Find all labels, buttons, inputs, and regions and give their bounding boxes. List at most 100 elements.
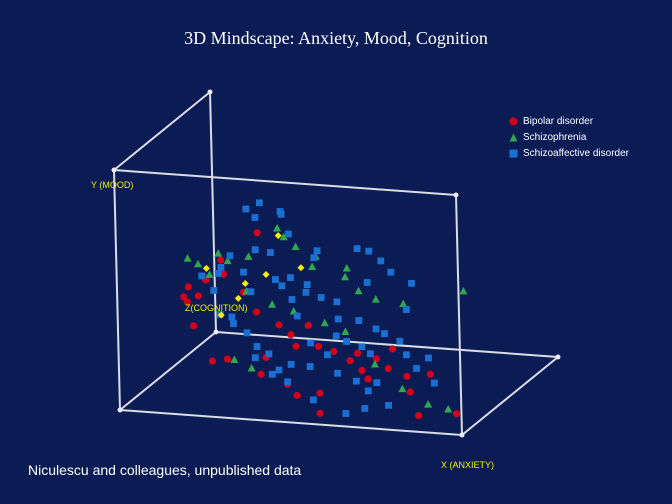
data-point-diamond-3 [234,294,242,302]
data-point-circle-35 [316,409,324,417]
data-point-square-58 [217,263,225,271]
data-point-square-21 [387,268,395,276]
data-point-triangle-15 [342,264,351,272]
data-point-circle-33 [415,412,423,420]
data-point-circle-12 [292,342,300,350]
data-point-square-54 [309,396,317,404]
data-point-triangle-11 [291,242,300,250]
data-point-square-65 [228,313,236,321]
data-point-circle-27 [208,357,217,365]
frame-corner-5 [555,354,561,360]
data-point-diamond-2 [262,270,270,278]
data-point-diamond-0 [202,264,210,272]
data-point-square-12 [334,315,342,323]
z-axis-label: Z(COGNITION) [185,303,248,313]
data-point-square-27 [332,332,340,340]
frame-corner-1 [459,432,465,438]
data-point-square-17 [403,351,410,359]
data-point-square-37 [243,329,251,337]
data-point-circle-4 [194,292,202,300]
data-point-square-56 [268,370,276,378]
frame-corner-6 [207,89,213,95]
data-point-square-47 [313,247,321,255]
data-point-triangle-2 [205,270,214,278]
data-point-square-62 [364,387,372,395]
data-point-circle-21 [403,372,411,380]
data-point-square-42 [255,199,263,207]
legend-label-schizophrenia: Schizophrenia [523,131,587,143]
data-point-square-20 [363,279,371,286]
frame-corner-3 [213,329,219,335]
data-point-square-10 [317,294,325,301]
x-axis-label: X (ANXIETY) [441,460,495,470]
data-point-square-26 [343,338,351,345]
data-point-circle-9 [275,321,283,329]
data-point-circle-15 [346,357,354,365]
data-point-circle-31 [293,391,301,400]
data-point-square-15 [381,330,388,338]
data-point-triangle-22 [444,405,453,413]
data-point-square-29 [334,369,342,377]
legend-item-schizophrenia: Schizophrenia [509,129,629,145]
data-point-square-13 [355,317,363,324]
data-point-triangle-1 [194,259,202,268]
legend: Bipolar disorder Schizophrenia Schizoaff… [509,113,629,161]
data-point-diamond-6 [297,264,305,272]
data-point-circle-2 [184,283,192,291]
data-point-triangle-27 [399,299,408,308]
data-point-circle-20 [384,364,392,373]
data-point-triangle-21 [424,400,433,408]
data-point-square-23 [408,279,415,287]
data-point-circle-19 [364,375,372,383]
data-point-square-36 [253,343,261,350]
data-point-triangle-19 [370,360,379,368]
data-point-circle-14 [330,347,338,356]
z-axis-line [119,331,217,411]
data-point-triangle-10 [273,224,282,232]
circle-icon [509,117,518,125]
data-point-diamond-4 [217,311,225,319]
data-point-square-28 [324,351,331,359]
data-point-diamond-5 [274,232,282,240]
data-point-square-49 [377,257,385,265]
data-point-triangle-5 [268,300,277,308]
data-point-square-45 [285,230,292,238]
data-point-square-44 [251,214,259,221]
data-point-circle-34 [453,410,461,418]
frame-corner-2 [111,167,117,173]
data-point-circle-26 [189,322,198,330]
data-point-circle-28 [223,355,232,363]
data-point-triangle-0 [183,254,192,262]
data-point-triangle-24 [247,364,256,372]
frame-corner-4 [453,192,459,198]
data-point-triangle-7 [320,318,329,327]
data-point-triangle-6 [289,306,298,315]
data-point-circle-36 [426,370,434,378]
data-point-triangle-20 [398,384,407,393]
square-icon [509,149,518,157]
data-point-triangle-25 [244,252,253,260]
data-point-square-57 [251,354,259,362]
data-point-square-41 [276,208,284,215]
y-axis-label: Y (MOOD) [91,180,134,190]
frame-edge-yz-top [113,91,211,171]
data-point-square-7 [272,276,279,283]
data-point-triangle-3 [223,256,232,265]
data-point-circle-18 [372,355,380,363]
data-point-circle-29 [257,370,265,378]
data-point-circle-22 [389,345,397,353]
data-point-circle-16 [354,349,362,357]
legend-label-schizoaffective: Schizoaffective disorder [523,147,629,159]
data-point-square-19 [425,354,432,362]
data-point-triangle-9 [279,232,288,241]
data-point-square-5 [251,246,259,254]
data-point-square-6 [266,249,274,256]
chart-title: 3D Mindscape: Anxiety, Mood, Cognition [184,28,488,48]
legend-item-bipolar: Bipolar disorder [509,113,629,129]
data-point-triangle-17 [371,295,380,303]
data-point-circle-23 [406,388,414,396]
data-point-square-30 [352,377,360,385]
data-point-square-46 [310,254,318,262]
data-point-triangle-16 [354,286,363,295]
data-point-square-3 [226,252,234,260]
